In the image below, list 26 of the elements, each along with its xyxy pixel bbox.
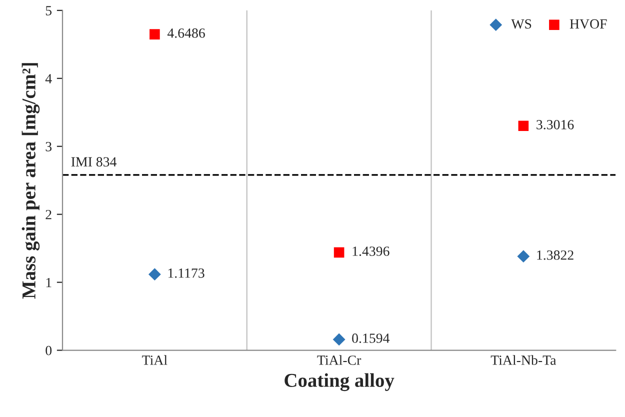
legend-label: WS (511, 19, 532, 29)
y-tick-label: 3 (46, 142, 52, 152)
y-tick-label: 4 (45, 74, 52, 84)
y-tick-label: 2 (46, 210, 52, 220)
x-tick-label: TiAl (142, 355, 168, 365)
x-tick-label: TiAl-Nb-Ta (490, 355, 556, 365)
data-label: 0.1594 (352, 334, 390, 343)
y-tick-label: 5 (46, 6, 52, 16)
point (517, 250, 530, 263)
data-label: 1.1173 (168, 268, 204, 278)
point (518, 120, 529, 132)
y-axis-title: Mass gain per area [mg/cm²] (22, 63, 40, 299)
y-tick-label: 1 (46, 278, 52, 288)
x-axis-title: Coating alloy (284, 373, 394, 392)
x-tick-label: TiAl-Cr (317, 355, 362, 365)
point (334, 247, 344, 258)
data-label: 3.3016 (536, 120, 574, 130)
ref-line-label: IMI 834 (71, 157, 117, 167)
point (332, 333, 346, 346)
data-label: 4.6486 (167, 28, 205, 38)
data-label: 1.4396 (352, 246, 390, 256)
point (148, 268, 161, 281)
point (150, 29, 160, 40)
data-label: 1.3822 (537, 250, 574, 260)
legend-label: HVOF (570, 19, 607, 29)
y-tick-label: 0 (46, 346, 52, 356)
